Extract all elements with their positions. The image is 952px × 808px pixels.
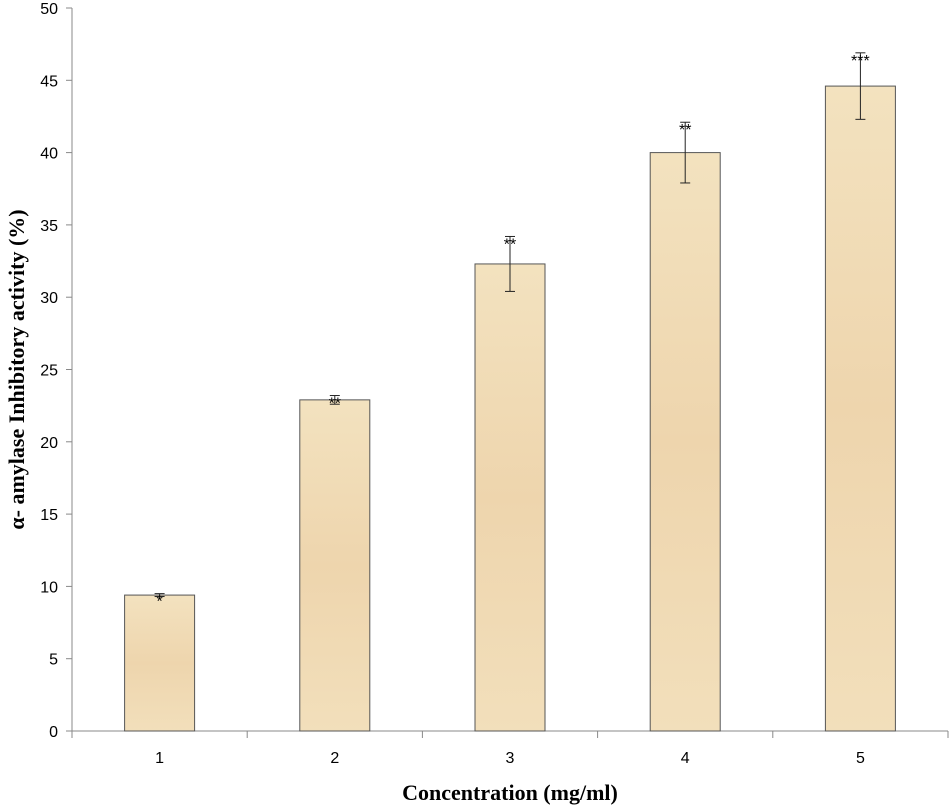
bar: [824, 85, 896, 732]
bar: [124, 594, 196, 732]
x-tick-label: 1: [155, 750, 164, 767]
significance-label: **: [504, 236, 516, 253]
y-tick-label: 10: [40, 579, 58, 596]
y-tick-label: 50: [40, 1, 58, 18]
significance-markers: **********: [156, 53, 869, 611]
bars: [124, 85, 896, 732]
error-bars: [154, 52, 866, 598]
bar: [474, 263, 546, 732]
y-tick-label: 0: [49, 724, 58, 741]
x-tick-label: 2: [330, 750, 339, 767]
bar: [299, 399, 371, 732]
significance-label: **: [679, 122, 691, 139]
y-tick-label: 20: [40, 435, 58, 452]
error-bar: [680, 121, 691, 184]
x-axis-title: Concentration (mg/ml): [402, 780, 618, 805]
y-tick-label: 35: [40, 218, 58, 235]
y-tick-label: 45: [40, 73, 58, 90]
error-bar: [855, 52, 866, 120]
y-tick-label: 15: [40, 507, 58, 524]
y-tick-label: 40: [40, 146, 58, 163]
bar: [649, 152, 721, 732]
error-bar: [154, 593, 165, 598]
y-tick-label: 25: [40, 363, 58, 380]
significance-label: *: [156, 594, 162, 611]
axes: [66, 7, 949, 738]
error-bar: [329, 395, 340, 405]
y-tick-label: 5: [49, 652, 58, 669]
error-bar: [505, 235, 515, 292]
significance-label: **: [329, 396, 341, 413]
x-tick-label: 4: [681, 750, 690, 767]
significance-label: ***: [851, 53, 870, 70]
x-tick-label: 3: [506, 750, 515, 767]
y-tick-label: 30: [40, 290, 58, 307]
x-tick-label: 5: [856, 750, 865, 767]
y-axis-title: α- amylase Inhibitory activity (%): [4, 209, 29, 529]
